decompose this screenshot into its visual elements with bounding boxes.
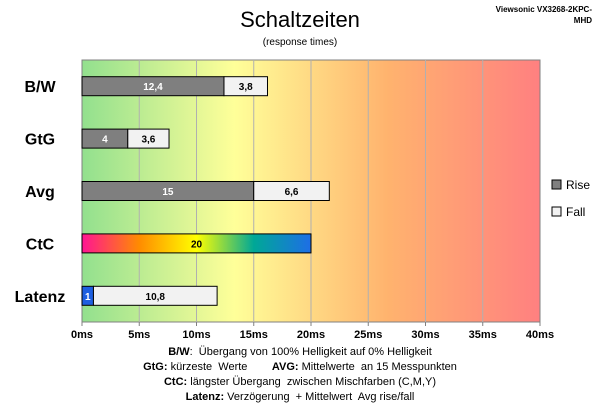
- x-tick-label: 40ms: [526, 329, 554, 341]
- bar-fall: [127, 128, 170, 149]
- bar-rise-label: 20: [191, 239, 203, 250]
- category-labels: B/W GtG Avg CtC Latenz: [15, 79, 66, 306]
- footnote-line: B/W: Übergang von 100% Helligkeit auf 0%…: [168, 346, 432, 358]
- legend-label: Fall: [566, 205, 585, 219]
- x-tick-label: 30ms: [411, 329, 439, 341]
- bar-fall-label: 3,6: [141, 135, 155, 146]
- grid-lines: [138, 60, 484, 322]
- legend-swatch: [551, 206, 562, 217]
- bar-rise-label: 15: [162, 187, 174, 198]
- legend-label: Rise: [566, 178, 590, 192]
- bar-fall-label: 10,8: [146, 292, 166, 303]
- monitor-model-line-1: Viewsonic VX3268-2KPC-: [496, 5, 593, 14]
- bar-rise-label: 12,4: [143, 82, 163, 93]
- bar-fall-label: 3,8: [239, 82, 253, 93]
- category-label: Latenz: [15, 289, 66, 306]
- legend-swatch: [551, 179, 562, 190]
- bar-fall: [92, 285, 218, 306]
- bar-fall: [253, 181, 330, 201]
- footnote-line: CtC: längster Übergang zwischen Mischfar…: [164, 376, 436, 388]
- category-label: B/W: [24, 79, 56, 96]
- x-tick-label: 5ms: [128, 329, 150, 341]
- x-tick-label: 10ms: [182, 329, 210, 341]
- bar-rise: [81, 233, 312, 254]
- bar-fall: [223, 76, 268, 97]
- footnote-line: GtG: kürzeste Werte AVG: Mittelwerte an …: [143, 361, 457, 373]
- x-tick-label: 0ms: [71, 329, 93, 341]
- chart-subtitle: (response times): [263, 37, 337, 48]
- x-tick-label: 15ms: [240, 329, 268, 341]
- monitor-model-line-2: MHD: [574, 16, 592, 25]
- bar-fall-label: 6,6: [285, 187, 299, 198]
- bar-rise-label: 1: [85, 292, 91, 303]
- x-tick-label: 25ms: [354, 329, 382, 341]
- x-tick-label: 20ms: [297, 329, 325, 341]
- x-axis-ticks: 0ms 5ms 10ms 15ms 20ms 25ms 30ms 35ms 40ms: [71, 322, 554, 341]
- footnote-line: Latenz: Verzögerung + Mittelwert Avg ris…: [186, 391, 415, 403]
- legend: Rise Fall: [551, 178, 590, 219]
- category-label: GtG: [25, 132, 55, 149]
- chart-title: Schaltzeiten: [240, 7, 360, 32]
- bars: 12,4 3,8 4 3,6 15 6,6 20 1 10,8: [81, 76, 330, 306]
- bar-rise-label: 4: [102, 135, 108, 146]
- footnotes: B/W: Übergang von 100% Helligkeit auf 0%…: [143, 346, 457, 403]
- category-label: CtC: [26, 236, 55, 253]
- x-tick-label: 35ms: [469, 329, 497, 341]
- category-label: Avg: [25, 184, 55, 201]
